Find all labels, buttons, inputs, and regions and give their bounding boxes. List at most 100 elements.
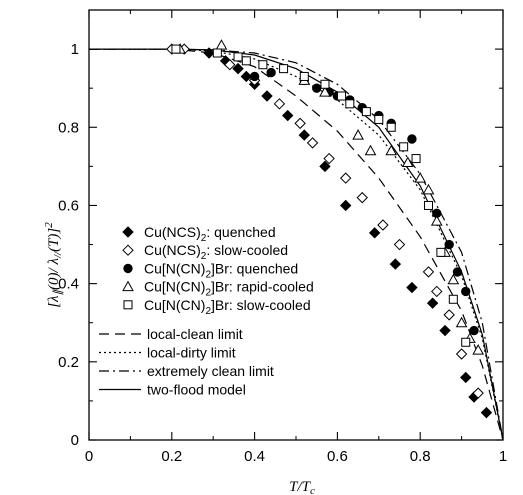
series-5-point — [279, 64, 289, 74]
series-4-point — [430, 215, 443, 226]
series-3-point — [407, 134, 417, 144]
x-tick-label: 0.2 — [161, 448, 182, 465]
series-4-point — [364, 144, 377, 156]
series-3-point — [469, 325, 479, 336]
series-1-point — [203, 47, 215, 59]
legend-marker-4 — [122, 280, 134, 292]
series-1-point — [368, 227, 381, 239]
series-3-point — [249, 71, 260, 82]
series-5-point — [399, 142, 409, 152]
series-5-point — [411, 154, 421, 164]
series-2-point — [472, 387, 484, 399]
series-1-point — [439, 324, 451, 337]
series-1-point — [460, 371, 472, 384]
series-5-point — [448, 294, 458, 304]
legend-marker-1 — [122, 226, 134, 238]
series-5-point — [386, 122, 396, 132]
series-5-point — [337, 91, 347, 101]
series-5-point — [361, 107, 371, 117]
series-5-point — [241, 56, 251, 66]
legend-line-label-1: local-clean limit — [147, 326, 243, 342]
x-axis-label: T/Tc — [289, 479, 315, 495]
series-1-point — [240, 70, 253, 83]
legend-label-3: Cu[N(CN)2]Br: quenched — [144, 260, 298, 280]
series-5-point — [233, 52, 243, 62]
series-4-point — [385, 144, 398, 156]
series-3-point — [452, 267, 463, 277]
legend-line-label-2: local-dirty limit — [147, 345, 236, 361]
x-tick-label: 0.4 — [244, 448, 265, 465]
legend-line-label-3: extremely clean limit — [147, 363, 274, 379]
y-tick-label: 0.2 — [58, 354, 79, 371]
legend-line-label-4: two-flood model — [147, 382, 246, 398]
legend-marker-5 — [123, 300, 133, 310]
series-5-point — [299, 71, 309, 81]
series-1-point — [261, 90, 273, 102]
series-1-point — [480, 406, 493, 419]
tick-labels: 0 0.2 0.4 0.6 0.8 1 0 0.2 0.4 0.6 0.8 1 — [58, 41, 507, 465]
y-tick-label: 0.6 — [58, 197, 79, 214]
series-5-point — [212, 48, 222, 58]
series-2-point — [306, 137, 319, 149]
series-4-point — [455, 316, 468, 328]
series-4-point — [472, 344, 485, 355]
series-5-point — [436, 247, 446, 257]
series-4-point — [447, 273, 460, 285]
series-5-point — [345, 99, 355, 109]
series-5-point — [320, 79, 330, 89]
series-2-point — [377, 219, 389, 231]
series-5-point — [374, 114, 384, 124]
series-2-point — [273, 98, 286, 110]
series-2-point — [443, 309, 455, 321]
series-1-point — [232, 62, 244, 75]
series-5-point — [258, 60, 268, 70]
legend-label-5: Cu[N(CN)2]Br: slow-cooled — [144, 297, 311, 317]
series-5-point — [171, 44, 181, 54]
series-4-point — [414, 172, 427, 183]
line-local-clean-limit — [89, 48, 504, 441]
series-1-point — [389, 258, 402, 270]
series-2-point — [455, 348, 468, 360]
y-tick-label: 1 — [71, 41, 79, 58]
legend-label-4: Cu[N(CN)2]Br: rapid-cooled — [144, 279, 314, 299]
x-tick-label: 0.6 — [327, 448, 348, 465]
series-2-point — [431, 285, 443, 298]
series-2-point — [393, 238, 406, 251]
series-1-point — [406, 281, 418, 294]
series-4-point — [401, 156, 414, 167]
series-1-point — [339, 199, 352, 212]
x-tick-label: 0.8 — [410, 448, 431, 465]
line-local-dirty-limit — [89, 48, 504, 441]
x-tick-label: 1 — [499, 448, 507, 465]
legend-marker-2 — [122, 244, 134, 256]
series-2-point — [294, 117, 306, 130]
y-tick-label: 0.8 — [58, 119, 79, 136]
series-1-point — [319, 160, 331, 173]
y-tick-label: 0 — [71, 432, 79, 449]
series-4-point — [319, 86, 331, 97]
y-axis-label: [λ∥(0)/ λ//(T)]2 — [43, 222, 64, 308]
series-2-point — [224, 59, 236, 71]
x-tick-label: 0 — [85, 448, 93, 465]
data-markers — [166, 39, 493, 419]
series-3-point — [312, 83, 322, 93]
series-3-point — [266, 67, 276, 78]
series-5-point — [461, 337, 471, 347]
series-2-point — [339, 172, 352, 184]
series-4-point — [352, 129, 364, 140]
series-2-point — [356, 191, 368, 204]
y-tick-label: 0.4 — [58, 276, 79, 293]
line-extremely-clean-limit — [89, 48, 504, 441]
legend-label-1: Cu(NCS)2: quenched — [144, 224, 276, 244]
legend-label-2: Cu(NCS)2: slow-cooled — [144, 242, 288, 262]
series-1-point — [426, 297, 439, 309]
legend-marker-3 — [123, 263, 133, 274]
series-1-point — [282, 109, 294, 122]
series-2-point — [323, 152, 335, 165]
series-5-point — [423, 200, 433, 210]
series-1-point — [298, 129, 310, 141]
axis-ticks — [88, 10, 504, 441]
series-4-point — [215, 39, 228, 50]
